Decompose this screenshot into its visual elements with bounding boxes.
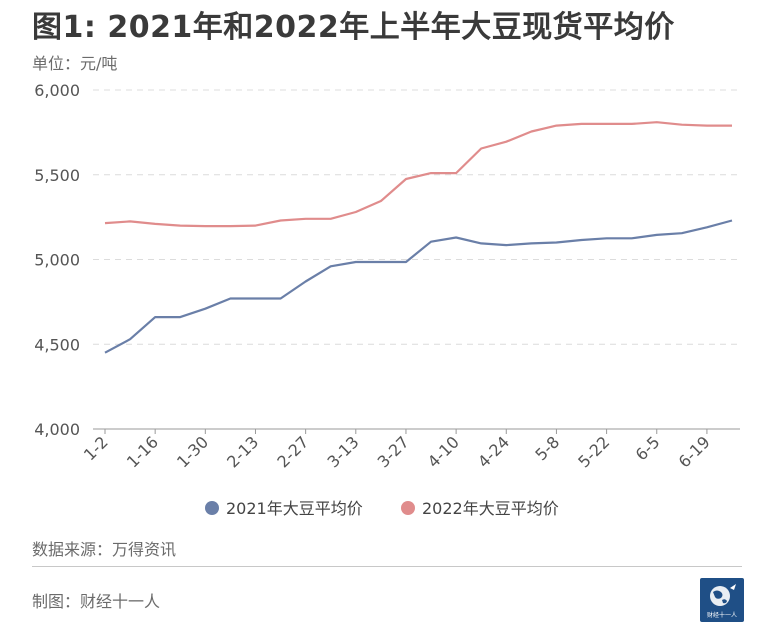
x-tick-label: 1-30 xyxy=(173,432,212,471)
legend-label-2: 2022年大豆平均价 xyxy=(422,499,559,518)
logo-text: 财经十一人 xyxy=(706,612,737,619)
legend: 2021年大豆平均价 2022年大豆平均价 xyxy=(205,499,559,518)
y-tick-label: 4,500 xyxy=(34,335,80,354)
y-tick-label: 5,000 xyxy=(34,251,80,270)
x-tick-label: 5-22 xyxy=(574,432,613,471)
x-tick-label: 1-16 xyxy=(123,432,162,471)
x-tick-label: 1-2 xyxy=(80,432,112,464)
gridlines xyxy=(93,89,740,345)
x-tick-label: 4-10 xyxy=(424,432,463,471)
x-tick-label: 5-8 xyxy=(531,432,563,464)
y-axis-ticks: 6,000 5,500 5,000 4,500 4,000 xyxy=(34,81,80,439)
line-chart: 6,000 5,500 5,000 4,500 4,000 1-2 1-16 1-30 2-1… xyxy=(34,81,740,518)
x-axis-ticks: 1-2 1-16 1-30 2-13 2-27 3-13 3-27 4-10 4-24 5-8 5-… xyxy=(80,429,714,472)
publisher-logo: 财经十一人 xyxy=(700,578,744,622)
footer-divider xyxy=(32,566,742,567)
legend-marker-2 xyxy=(401,501,415,515)
x-tick-label: 2-13 xyxy=(223,432,262,471)
x-tick-label: 6-19 xyxy=(675,432,714,471)
series-line-2 xyxy=(104,121,732,228)
chart-title: 图1: 2021年和2022年上半年大豆现货平均价 xyxy=(32,10,675,45)
x-tick-label: 4-24 xyxy=(474,432,513,471)
x-tick-label: 6-5 xyxy=(632,432,664,464)
x-tick-label: 3-27 xyxy=(374,432,413,471)
globe-icon xyxy=(710,584,736,606)
series-line-1 xyxy=(104,219,733,354)
data-source: 数据来源：万得资讯 xyxy=(32,540,177,559)
unit-label: 单位：元/吨 xyxy=(32,54,118,73)
x-tick-label: 2-27 xyxy=(273,432,312,471)
legend-label-1: 2021年大豆平均价 xyxy=(226,499,363,518)
chart-maker: 制图：财经十一人 xyxy=(32,592,161,611)
y-tick-label: 6,000 xyxy=(34,81,80,100)
x-tick-label: 3-13 xyxy=(324,432,363,471)
y-tick-label: 5,500 xyxy=(34,166,80,185)
legend-marker-1 xyxy=(205,501,219,515)
series-lines xyxy=(104,121,733,354)
y-tick-label: 4,000 xyxy=(34,420,80,439)
